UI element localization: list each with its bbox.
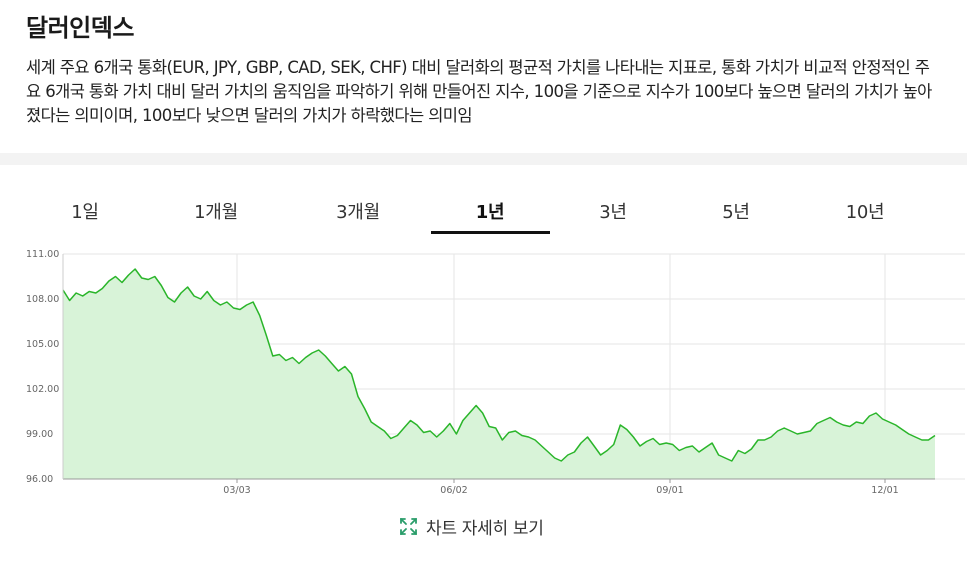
chart-axes: 111.00 108.00 105.00 102.00 99.00 96.00 03/03 0… (26, 249, 935, 496)
chart-detail-link[interactable]: 차트 자세히 보기 (399, 512, 544, 540)
x-tick-label: 06/02 (440, 485, 467, 496)
series-area (63, 269, 935, 479)
tab-3y[interactable]: 3년 (599, 202, 627, 223)
y-tick-label: 99.00 (26, 429, 53, 440)
page-title: 달러인덱스 (26, 14, 134, 42)
expand-icon (400, 517, 417, 535)
active-tab-indicator (431, 231, 550, 234)
page-description: 세계 주요 6개국 통화(EUR, JPY, GBP, CAD, SEK, CH… (26, 58, 932, 125)
tab-1y[interactable]: 1년 (475, 202, 505, 223)
x-tick-label: 12/01 (871, 485, 898, 496)
header: 달러인덱스 세계 주요 6개국 통화(EUR, JPY, GBP, CAD, S… (0, 0, 967, 153)
tab-1m[interactable]: 1개월 (194, 202, 238, 223)
section-divider (0, 153, 967, 165)
tab-3m[interactable]: 3개월 (336, 202, 380, 223)
y-tick-label: 108.00 (26, 294, 59, 305)
period-tabs: 1일 1개월 3개월 1년 3년 5년 10년 (0, 200, 967, 236)
dollar-index-chart: 111.00 108.00 105.00 102.00 99.00 96.00 03/03 0… (26, 249, 965, 496)
y-tick-label: 111.00 (26, 249, 59, 260)
x-tick-label: 03/03 (223, 485, 250, 496)
x-tick-label: 09/01 (656, 485, 683, 496)
chart-detail-label: 차트 자세히 보기 (426, 518, 544, 539)
tab-5y[interactable]: 5년 (722, 202, 750, 223)
tab-1d[interactable]: 1일 (71, 202, 99, 223)
y-tick-label: 105.00 (26, 339, 59, 350)
y-tick-label: 96.00 (26, 474, 53, 485)
y-tick-label: 102.00 (26, 384, 59, 395)
tab-10y[interactable]: 10년 (845, 202, 885, 223)
series-line (62, 268, 936, 462)
